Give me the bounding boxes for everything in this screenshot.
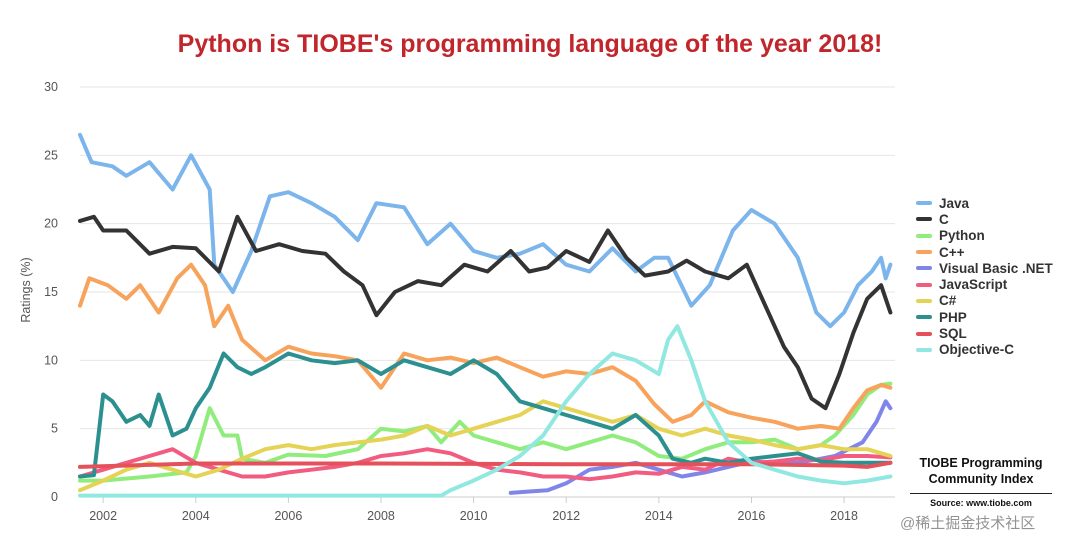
legend-item-objective-c[interactable]: Objective-C — [916, 342, 1053, 358]
legend-swatch — [916, 331, 932, 336]
legend-label: C# — [939, 293, 957, 309]
x-axis-ticks: 2002 2004 2006 2008 2010 2012 2014 2016 2018 — [89, 497, 858, 523]
series-line-sql — [78, 460, 893, 469]
legend-item-c[interactable]: C++ — [916, 244, 1053, 260]
series-layer — [78, 132, 893, 498]
x-tick-label: 2018 — [830, 509, 858, 523]
legend-item-python[interactable]: Python — [916, 228, 1053, 244]
watermark: @稀土掘金技术社区 — [900, 515, 1036, 532]
series-line-c — [78, 399, 893, 493]
legend-label: Java — [939, 195, 970, 211]
legend-swatch — [916, 282, 932, 287]
legend-label: Objective-C — [939, 342, 1015, 358]
x-tick-label: 2016 — [738, 509, 766, 523]
x-tick-label: 2012 — [552, 509, 580, 523]
y-tick-label: 0 — [51, 490, 58, 504]
legend-label: Visual Basic .NET — [939, 260, 1053, 276]
y-axis-label: Ratings (%) — [19, 257, 33, 322]
series-line-objective-c — [78, 324, 893, 498]
legend-swatch — [916, 266, 932, 271]
x-tick-label: 2002 — [89, 509, 117, 523]
legend-item-c[interactable]: C — [916, 211, 1053, 227]
series-line-php — [78, 351, 893, 479]
series-line-java — [78, 132, 893, 329]
x-tick-label: 2010 — [460, 509, 488, 523]
source-box-title: TIOBE Programming Community Index — [919, 456, 1043, 486]
y-tick-label: 10 — [44, 353, 58, 367]
legend: Java C Python C++ Visual Basic .NET JavaScrip… — [916, 195, 1053, 358]
legend-label: SQL — [939, 326, 967, 342]
legend-item-c[interactable]: C# — [916, 293, 1053, 309]
legend-swatch — [916, 315, 932, 320]
legend-swatch — [916, 217, 932, 222]
source-box-divider — [910, 493, 1052, 494]
x-tick-label: 2006 — [274, 509, 302, 523]
x-tick-label: 2004 — [182, 509, 210, 523]
chart-title: Python is TIOBE's programming language o… — [177, 30, 883, 58]
y-tick-label: 5 — [51, 422, 58, 436]
legend-item-php[interactable]: PHP — [916, 309, 1053, 325]
y-axis-ticks: 0 5 10 15 20 25 30 — [44, 80, 58, 504]
legend-label: C — [939, 211, 949, 227]
legend-label: JavaScript — [939, 277, 1008, 293]
y-tick-label: 15 — [44, 285, 58, 299]
legend-label: Python — [939, 228, 985, 244]
legend-label: C++ — [939, 244, 965, 260]
legend-swatch — [916, 233, 932, 238]
legend-item-javascript[interactable]: JavaScript — [916, 276, 1053, 292]
legend-swatch — [916, 201, 932, 206]
legend-item-sql[interactable]: SQL — [916, 325, 1053, 341]
series-line-c — [78, 214, 893, 411]
x-tick-label: 2008 — [367, 509, 395, 523]
source-box: TIOBE Programming Community Index Source… — [906, 455, 1056, 508]
series-line-c — [78, 262, 893, 431]
y-tick-label: 30 — [44, 80, 58, 94]
legend-label: PHP — [939, 309, 967, 325]
legend-swatch — [916, 298, 932, 303]
legend-swatch — [916, 347, 932, 352]
source-box-source: Source: www.tiobe.com — [930, 498, 1032, 508]
x-tick-label: 2014 — [645, 509, 673, 523]
y-tick-label: 25 — [44, 148, 58, 162]
legend-item-visual-basic-net[interactable]: Visual Basic .NET — [916, 260, 1053, 276]
legend-swatch — [916, 250, 932, 255]
y-tick-label: 20 — [44, 217, 58, 231]
legend-item-java[interactable]: Java — [916, 195, 1053, 211]
